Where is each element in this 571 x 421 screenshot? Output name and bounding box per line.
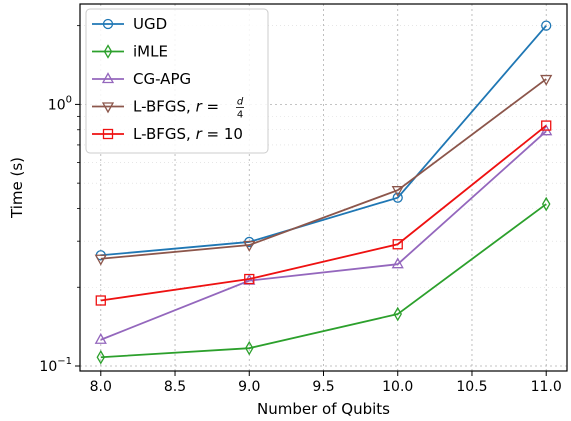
- legend-label: UGD: [133, 15, 167, 33]
- legend-label: iMLE: [133, 43, 168, 61]
- y-tick-label: 100: [48, 94, 72, 113]
- circle-marker: [102, 18, 114, 30]
- series-line: [100, 130, 547, 341]
- legend-entry-1: iMLE: [92, 43, 168, 61]
- series-line: [100, 124, 547, 302]
- triangle-down-marker: [243, 240, 256, 252]
- x-tick-label: 10.0: [382, 379, 413, 395]
- series-line: [100, 203, 547, 359]
- legend-entry-4: L-BFGS, r = 10: [92, 125, 243, 143]
- thin-diamond-marker: [245, 340, 254, 356]
- thin-diamond-marker: [96, 349, 106, 365]
- x-tick-label: 8.5: [164, 379, 186, 395]
- legend-frame: [85, 8, 269, 154]
- series-line: [100, 78, 547, 260]
- series-4: [95, 120, 552, 306]
- x-tick-label: 8.0: [90, 379, 112, 395]
- legend-entry-2: CG-APG: [92, 70, 191, 88]
- thin-diamond-marker: [393, 306, 402, 322]
- x-tick-label: 9.0: [238, 379, 260, 395]
- y-tick-label: 10−1: [39, 356, 72, 375]
- triangle-down-marker: [540, 74, 553, 86]
- x-tick-label: 11.0: [531, 379, 562, 395]
- legend: UGD iMLE CG-APG L-BFGS, r = d 4 L-BFGS, r = 1…: [85, 8, 269, 154]
- legend-label: L-BFGS, r =: [133, 98, 219, 116]
- square-marker: [392, 239, 403, 250]
- series-3: [94, 74, 553, 266]
- x-tick-label: 9.5: [312, 379, 334, 395]
- circle-marker: [541, 20, 552, 31]
- legend-entry-0: UGD: [92, 15, 167, 33]
- thin-diamond-marker: [541, 196, 551, 212]
- legend-fraction-numerator: d: [237, 97, 244, 108]
- triangle-down-marker: [101, 102, 115, 114]
- triangle-up-marker: [101, 72, 115, 84]
- legend-entry-3: L-BFGS, r = d 4: [92, 97, 244, 121]
- x-axis-label: Number of Qubits: [257, 400, 390, 418]
- circle-marker: [392, 192, 403, 203]
- thin-diamond-marker: [103, 44, 113, 59]
- axis-ticks: 8.0 8.5 9.0 9.5 10.0 10.5 11.0 10−1 100: [39, 25, 562, 395]
- x-tick-label: 10.5: [456, 379, 487, 395]
- triangle-up-marker: [94, 332, 107, 344]
- triangle-down-marker: [94, 254, 107, 266]
- square-marker: [244, 273, 255, 285]
- square-marker: [541, 120, 552, 131]
- series-1: [96, 196, 551, 365]
- triangle-down-marker: [391, 186, 404, 198]
- legend-label: L-BFGS, r = 10: [133, 125, 243, 143]
- series-group: [94, 20, 553, 365]
- y-axis-label: Time (s): [8, 157, 26, 219]
- square-marker: [102, 128, 114, 140]
- legend-label: CG-APG: [133, 70, 191, 88]
- square-marker: [95, 295, 106, 306]
- triangle-up-marker: [391, 257, 404, 269]
- series-line: [100, 25, 547, 257]
- legend-fraction-denominator: 4: [237, 110, 243, 121]
